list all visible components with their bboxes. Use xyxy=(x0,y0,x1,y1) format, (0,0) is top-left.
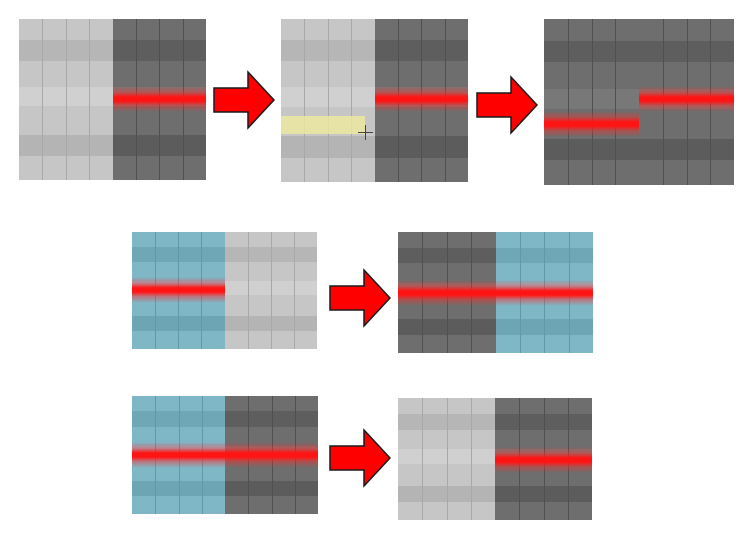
grid-line xyxy=(327,19,329,182)
red-line-right xyxy=(225,442,318,468)
red-line-left xyxy=(398,280,496,306)
selection-highlight xyxy=(281,116,365,134)
arrow-shape xyxy=(213,70,276,130)
grid-line xyxy=(422,398,424,520)
grid-line xyxy=(567,19,569,185)
panel-2-2 xyxy=(398,232,593,353)
panel-left-half xyxy=(281,19,375,182)
grid-line xyxy=(89,19,91,180)
panel-left-half xyxy=(398,398,495,520)
grid-line xyxy=(304,19,306,182)
crosshair-cursor-icon xyxy=(358,125,373,140)
arrow-shape xyxy=(329,428,392,488)
grid-line xyxy=(270,232,272,349)
grid-line xyxy=(470,398,472,520)
red-line-right xyxy=(112,86,206,112)
right-arrow-icon xyxy=(476,75,539,135)
panel-2-1 xyxy=(132,232,317,349)
red-line-right xyxy=(374,86,468,112)
red-line-left xyxy=(132,442,225,468)
panel-3-2 xyxy=(398,398,592,520)
red-line-left xyxy=(132,277,225,303)
grid-line xyxy=(247,232,249,349)
red-line-right xyxy=(495,280,593,306)
grid-line xyxy=(293,232,295,349)
red-line-left-low xyxy=(544,111,639,137)
grid-line xyxy=(42,19,44,180)
panel-left-half xyxy=(544,19,639,185)
panel-1-3 xyxy=(544,19,734,185)
red-line-right xyxy=(639,86,734,112)
grid-line xyxy=(615,19,617,185)
panel-3-1 xyxy=(132,396,318,514)
panel-left-half xyxy=(19,19,113,180)
grid-line xyxy=(591,19,593,185)
grid-line xyxy=(351,19,353,182)
right-arrow-icon xyxy=(213,70,276,130)
right-arrow-icon xyxy=(329,268,392,328)
right-arrow-icon xyxy=(329,428,392,488)
grid-line xyxy=(446,398,448,520)
panel-1-1 xyxy=(19,19,206,180)
grid-line xyxy=(65,19,67,180)
arrow-shape xyxy=(329,268,392,328)
arrow-shape xyxy=(476,75,539,135)
panel-right-half xyxy=(224,232,317,349)
red-line-right xyxy=(495,447,592,473)
panel-1-2 xyxy=(281,19,468,182)
